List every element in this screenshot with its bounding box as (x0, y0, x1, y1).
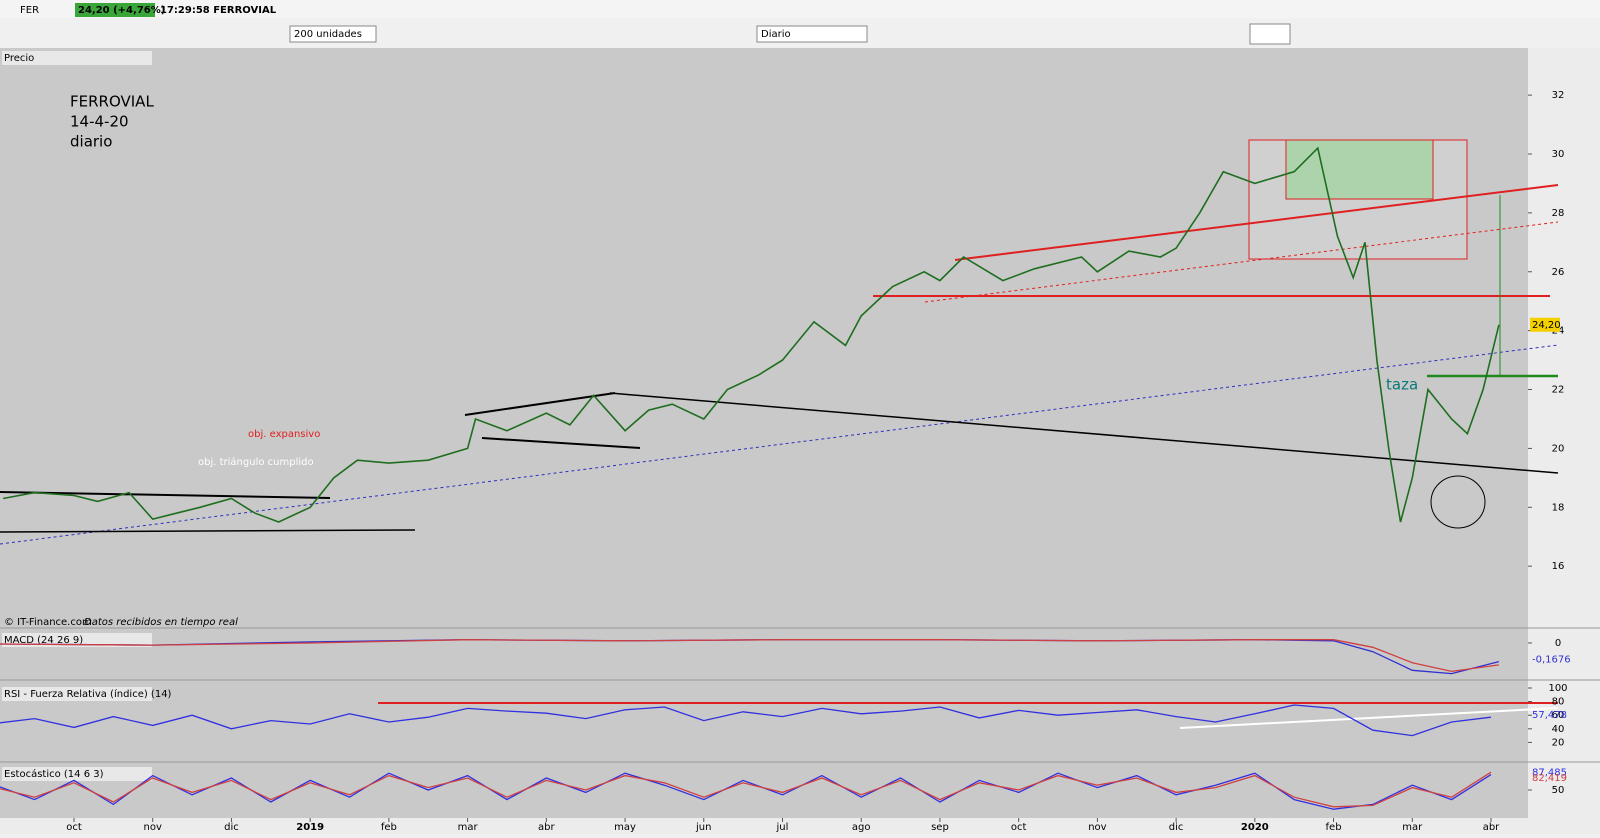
x-tick-label: 2020 (1241, 822, 1269, 833)
note: 14-4-20 (70, 113, 129, 131)
y-tick-label: 80 (1552, 697, 1565, 708)
y-tick-label: 30 (1552, 149, 1565, 160)
y-tick-label: 18 (1552, 502, 1565, 513)
x-tick-label: jun (695, 822, 711, 833)
x-tick-label: ago (852, 822, 871, 833)
x-tick-label: feb (381, 822, 397, 833)
y-tick-label: 22 (1552, 385, 1565, 396)
credit-note: Datos recibidos en tiempo real (84, 617, 238, 628)
last-value-label: 57,478 (1532, 710, 1567, 721)
x-tick-label: oct (66, 822, 82, 833)
series-line (0, 704, 1492, 737)
panel-title-bg (2, 687, 152, 701)
y-tick-label: 28 (1552, 208, 1565, 219)
y-tick-label: 26 (1552, 267, 1565, 278)
last-price-label: 24,20 (1532, 320, 1561, 331)
y-tick-label: 0 (1555, 638, 1561, 649)
y-tick-label: 40 (1552, 724, 1565, 735)
y-tick-label: 100 (1548, 683, 1567, 694)
last-value-label: 82,419 (1532, 773, 1567, 784)
series-line (0, 639, 1499, 673)
panel-title: RSI - Fuerza Relativa (índice) (14) (4, 688, 172, 700)
panel-title-bg (2, 633, 152, 647)
x-tick-label: abr (538, 822, 555, 833)
x-tick-label: jul (776, 822, 789, 833)
last-value-label: -0,1676 (1532, 655, 1571, 666)
series-line (2, 146, 1500, 523)
x-tick-label: dic (224, 822, 239, 833)
last-value-label: 87,485 (1532, 768, 1567, 779)
x-tick-label: feb (1326, 822, 1342, 833)
x-tick-label: abr (1483, 822, 1500, 833)
y-tick-label: 60 (1552, 710, 1565, 721)
y-tick-label: 20 (1552, 443, 1565, 454)
credit: © IT-Finance.com (4, 617, 92, 628)
period-select-text: Diario (761, 29, 791, 40)
y-tick-label: 32 (1552, 90, 1565, 101)
panel-title: MACD (24 26 9) (4, 635, 83, 646)
y-tick-label: 50 (1552, 785, 1565, 796)
series-line (0, 771, 1492, 808)
range-select[interactable] (289, 25, 377, 43)
quote-box (75, 3, 155, 17)
note: diario (70, 133, 112, 151)
annotation: taza (1386, 376, 1418, 394)
panel-title: Estocástico (14 6 3) (4, 768, 104, 780)
time-name: 17:29:58 FERROVIAL (160, 5, 277, 16)
x-tick-label: sep (931, 822, 949, 833)
x-tick-label: dic (1169, 822, 1184, 833)
y-tick-label: 20 (1552, 737, 1565, 748)
series-line (0, 772, 1492, 810)
quote: 24,20 (+4,76%) (78, 5, 165, 16)
annotation: obj. triángulo cumplido (198, 456, 314, 468)
time-axis (0, 818, 1528, 834)
symbol[interactable]: FER (20, 5, 39, 16)
panel-title-bg (2, 767, 152, 781)
chart-type-button[interactable] (1249, 23, 1291, 45)
panel-title-bg (2, 51, 152, 65)
x-tick-label: mar (1402, 822, 1423, 833)
x-tick-label: 2019 (296, 822, 324, 833)
panel-separators (0, 627, 1600, 763)
x-tick-label: nov (1088, 822, 1106, 833)
x-tick-label: mar (458, 822, 479, 833)
note: FERROVIAL (70, 93, 154, 111)
drawings (0, 139, 1559, 729)
x-tick-label: nov (144, 822, 162, 833)
x-tick-label: may (614, 822, 636, 833)
panel-title: Precio (4, 53, 34, 64)
x-tick-label: oct (1011, 822, 1027, 833)
range-select-text: 200 unidades (294, 29, 362, 40)
last-price-box (1530, 317, 1560, 332)
period-select[interactable] (756, 25, 868, 43)
y-tick-label: 16 (1552, 561, 1565, 572)
title-bar (0, 0, 1600, 18)
annotation: obj. expansivo (248, 429, 320, 440)
